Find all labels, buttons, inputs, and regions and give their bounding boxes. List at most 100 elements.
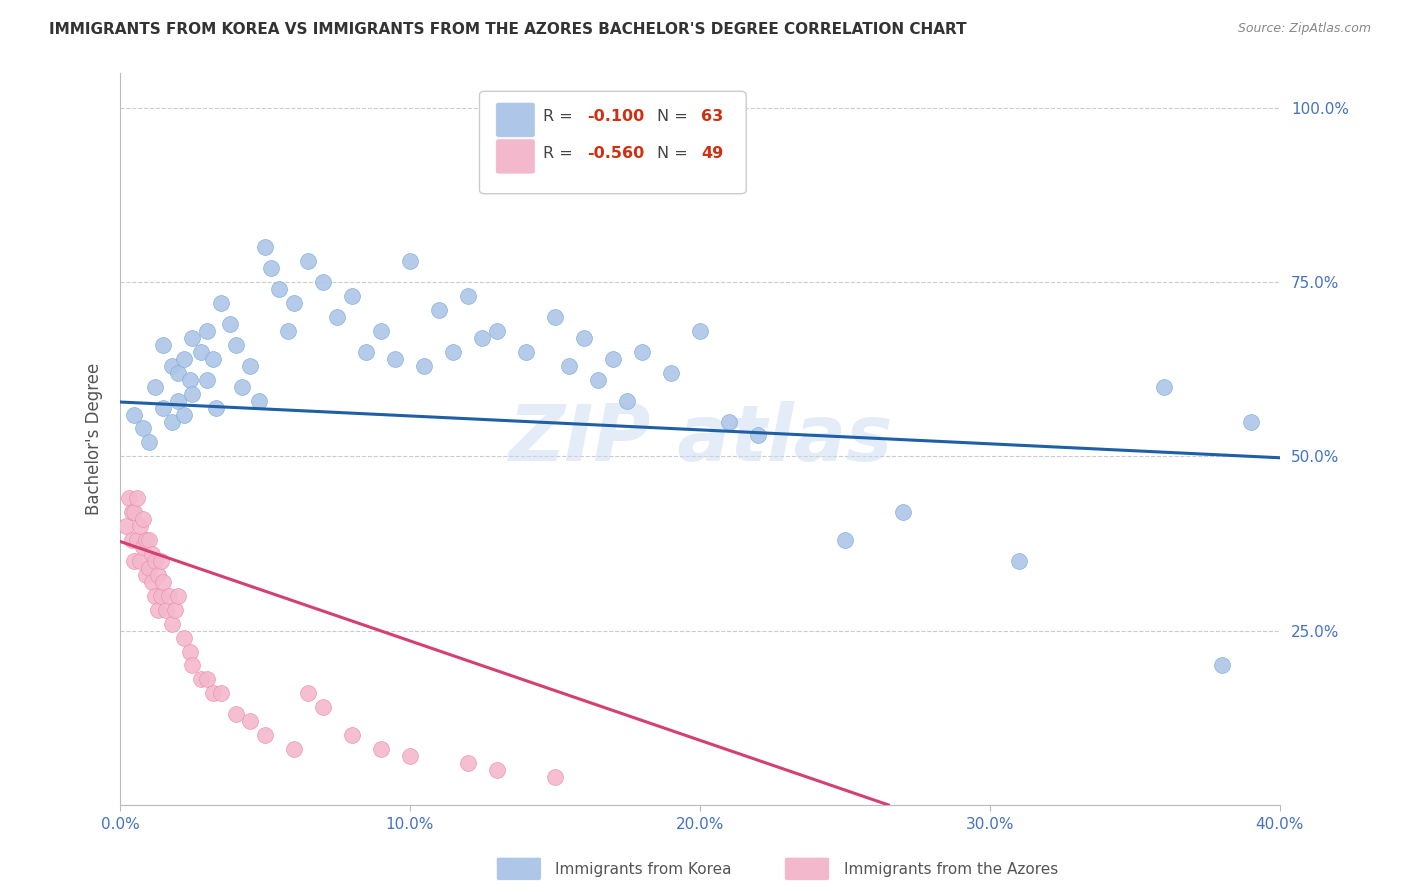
Point: [239, 714, 262, 729]
Point: [201, 351, 224, 366]
Point: [283, 296, 305, 310]
Point: [260, 261, 283, 276]
Point: [179, 644, 201, 658]
Point: [195, 673, 218, 687]
FancyBboxPatch shape: [496, 139, 536, 174]
Point: [384, 351, 406, 366]
Point: [152, 574, 174, 589]
Point: [167, 589, 190, 603]
Point: [689, 324, 711, 338]
Point: [127, 491, 149, 506]
Point: [588, 373, 610, 387]
Point: [138, 435, 160, 450]
Point: [124, 554, 146, 568]
Point: [173, 631, 195, 645]
Text: Source: ZipAtlas.com: Source: ZipAtlas.com: [1237, 22, 1371, 36]
Point: [149, 554, 172, 568]
Point: [891, 505, 914, 519]
Point: [283, 742, 305, 756]
Point: [121, 505, 143, 519]
Point: [441, 344, 464, 359]
FancyBboxPatch shape: [496, 103, 536, 137]
Text: ZIP atlas: ZIP atlas: [508, 401, 891, 477]
Text: 63: 63: [702, 109, 723, 124]
Point: [124, 408, 146, 422]
Point: [312, 275, 335, 289]
Point: [165, 603, 187, 617]
Point: [485, 763, 508, 777]
Point: [399, 254, 422, 268]
Point: [160, 415, 183, 429]
Point: [146, 603, 169, 617]
Text: -0.560: -0.560: [588, 145, 644, 161]
Point: [141, 547, 163, 561]
Text: Immigrants from the Azores: Immigrants from the Azores: [844, 863, 1057, 877]
Point: [370, 324, 392, 338]
Point: [399, 749, 422, 764]
Point: [370, 742, 392, 756]
Point: [485, 324, 508, 338]
Point: [201, 686, 224, 700]
Point: [340, 289, 363, 303]
Point: [326, 310, 349, 324]
Y-axis label: Bachelor's Degree: Bachelor's Degree: [86, 363, 103, 515]
Point: [253, 728, 276, 742]
Point: [118, 491, 141, 506]
Point: [225, 338, 247, 352]
Point: [127, 533, 149, 547]
Point: [457, 289, 479, 303]
Text: 49: 49: [702, 145, 723, 161]
Point: [602, 351, 624, 366]
Point: [269, 282, 291, 296]
Point: [239, 359, 262, 373]
Point: [312, 700, 335, 714]
Point: [747, 428, 769, 442]
Point: [179, 373, 201, 387]
Point: [413, 359, 436, 373]
Point: [1211, 658, 1233, 673]
Point: [717, 415, 740, 429]
Point: [297, 254, 319, 268]
Point: [190, 673, 212, 687]
Point: [132, 421, 155, 435]
Point: [146, 567, 169, 582]
Point: [129, 519, 152, 533]
Point: [143, 379, 166, 393]
Point: [129, 554, 152, 568]
Point: [132, 540, 155, 554]
Point: [138, 561, 160, 575]
Point: [190, 344, 212, 359]
Point: [173, 408, 195, 422]
Point: [195, 324, 218, 338]
Text: N =: N =: [657, 145, 693, 161]
Point: [427, 303, 450, 318]
Point: [471, 331, 494, 345]
Point: [157, 589, 180, 603]
Point: [132, 512, 155, 526]
Point: [138, 533, 160, 547]
Point: [181, 331, 204, 345]
Point: [834, 533, 856, 547]
Point: [1240, 415, 1263, 429]
Point: [544, 310, 567, 324]
Point: [114, 519, 136, 533]
Point: [160, 616, 183, 631]
Point: [340, 728, 363, 742]
Text: Immigrants from Korea: Immigrants from Korea: [555, 863, 733, 877]
Point: [143, 554, 166, 568]
Point: [219, 317, 242, 331]
Text: IMMIGRANTS FROM KOREA VS IMMIGRANTS FROM THE AZORES BACHELOR'S DEGREE CORRELATIO: IMMIGRANTS FROM KOREA VS IMMIGRANTS FROM…: [49, 22, 967, 37]
Point: [297, 686, 319, 700]
Point: [135, 533, 157, 547]
Point: [209, 686, 232, 700]
Text: R =: R =: [543, 109, 578, 124]
Point: [231, 379, 253, 393]
Point: [631, 344, 654, 359]
Point: [143, 589, 166, 603]
Text: N =: N =: [657, 109, 693, 124]
Point: [155, 603, 177, 617]
Text: -0.100: -0.100: [588, 109, 644, 124]
Point: [173, 351, 195, 366]
Point: [167, 393, 190, 408]
Point: [1008, 554, 1031, 568]
